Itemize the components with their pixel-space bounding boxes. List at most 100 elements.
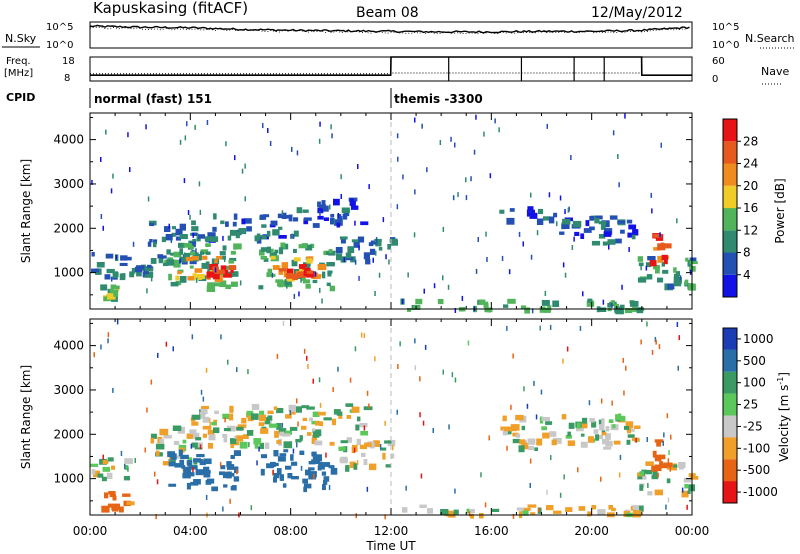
echo-cell [690, 476, 699, 480]
echo-cell [626, 219, 633, 224]
echo-cell [661, 254, 668, 261]
echo-speckle [116, 319, 119, 325]
echo-cell [223, 484, 228, 488]
echo-cell [100, 284, 108, 291]
echo-cell [326, 282, 331, 287]
echo-speckle [654, 336, 657, 342]
echo-cell [521, 425, 525, 431]
echo-speckle [651, 349, 654, 355]
echo-speckle [530, 254, 533, 260]
colorbar-label: -500 [743, 463, 770, 477]
echo-cell [582, 417, 588, 424]
echo-cell [278, 268, 287, 272]
echo-speckle [571, 245, 574, 250]
echo-speckle [349, 377, 352, 383]
echo-cell [339, 236, 348, 240]
echo-cell [236, 435, 244, 442]
echo-speckle [564, 209, 566, 215]
echo-speckle [611, 302, 613, 308]
echo-cell [202, 433, 207, 438]
echo-cell [330, 213, 335, 218]
echo-cell [299, 267, 304, 273]
echo-cell [415, 298, 423, 305]
echo-speckle [102, 454, 104, 460]
echo-cell [370, 240, 378, 245]
echo-cell [219, 251, 226, 256]
echo-cell [311, 452, 315, 456]
echo-cell [328, 249, 333, 254]
echo-cell [118, 506, 124, 513]
echo-cell [499, 209, 505, 214]
echo-speckle [397, 364, 399, 369]
echo-cell [309, 417, 313, 422]
echo-cell [196, 236, 201, 242]
echo-speckle [538, 507, 540, 513]
echo-cell [193, 458, 201, 463]
echo-cell [345, 252, 352, 259]
echo-cell [183, 252, 191, 260]
echo-cell [289, 426, 298, 431]
echo-cell [581, 422, 588, 429]
echo-cell [642, 475, 647, 480]
range-tick-label: 3000 [53, 383, 84, 397]
echo-cell [149, 222, 155, 227]
echo-cell [536, 218, 544, 225]
echo-cell [302, 478, 308, 484]
echo-cell [171, 232, 176, 237]
echo-speckle [375, 250, 377, 256]
echo-cell [104, 274, 111, 280]
echo-cell [627, 232, 634, 238]
echo-speckle [413, 232, 416, 238]
time-axis-title: Time UT [365, 539, 416, 553]
echo-cell [649, 260, 657, 267]
echo-cell [305, 283, 311, 289]
echo-cell [175, 228, 183, 236]
echo-speckle [256, 460, 258, 466]
echo-speckle [330, 124, 332, 130]
echo-cell [189, 261, 197, 265]
echo-cell [273, 477, 277, 483]
echo-speckle [546, 123, 548, 129]
echo-cell [162, 461, 172, 466]
range-tick-label: 3000 [53, 177, 84, 191]
echo-speckle [353, 447, 356, 453]
echo-speckle [205, 367, 208, 373]
range-tick-label: 1000 [53, 266, 84, 280]
velocity-range-axis-title: Slant Range [km] [19, 365, 33, 469]
velocity-colorbar-labels: 1000 500 100 25 -25 -100 -500 -1000 [737, 332, 778, 499]
echo-speckle [225, 141, 227, 147]
echo-cell [656, 440, 662, 447]
beam-label: Beam 08 [356, 5, 419, 21]
echo-cell [150, 433, 157, 439]
echo-speckle [618, 472, 621, 478]
echo-speckle [157, 352, 159, 358]
echo-cell [345, 257, 354, 261]
echo-speckle [506, 325, 508, 331]
echo-cell [647, 256, 656, 261]
echo-speckle [442, 275, 444, 281]
echo-cell [387, 439, 396, 447]
echo-speckle [611, 400, 613, 406]
echo-cell [487, 307, 492, 313]
echo-cell [657, 243, 666, 251]
echo-cell [689, 257, 697, 262]
echo-speckle [433, 283, 436, 289]
echo-cell [646, 262, 652, 268]
echo-speckle [582, 291, 584, 297]
echo-speckle [468, 511, 471, 517]
echo-cell [175, 236, 181, 241]
echo-cell [470, 513, 474, 519]
echo-cell [322, 484, 326, 491]
echo-cell [652, 470, 658, 478]
velocity-colorbar-blocks [722, 327, 738, 504]
echo-speckle [147, 196, 150, 202]
echo-speckle [397, 156, 399, 162]
echo-cell [274, 249, 279, 254]
echo-cell [246, 430, 254, 436]
echo-cell [637, 256, 643, 262]
echo-speckle [414, 117, 416, 123]
echo-cell [241, 218, 246, 225]
echo-cell [689, 261, 698, 265]
colorbar-label: -100 [743, 441, 770, 455]
echo-cell [97, 473, 104, 478]
